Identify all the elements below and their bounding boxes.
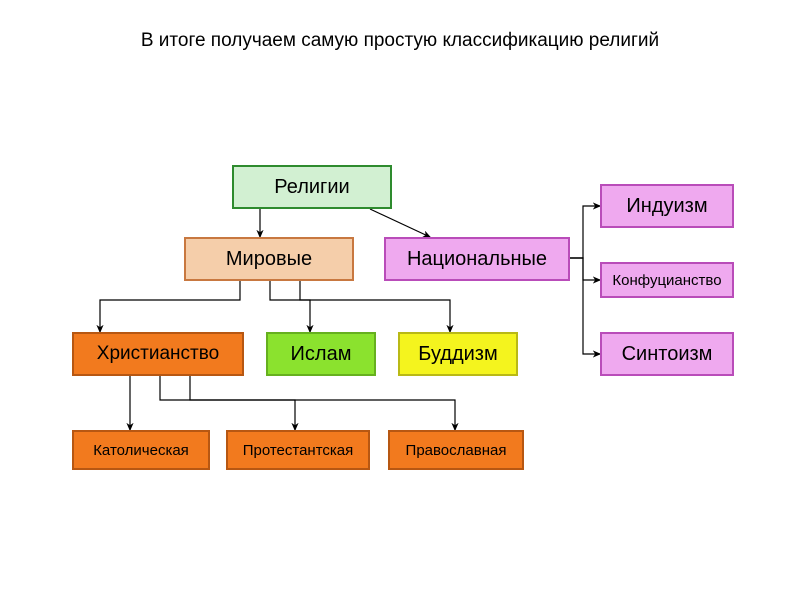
node-nacionalnye: Национальные <box>384 237 570 281</box>
node-induizm: Индуизм <box>600 184 734 228</box>
node-hristianstvo: Христианство <box>72 332 244 376</box>
node-mirovye: Мировые <box>184 237 354 281</box>
edge-2 <box>100 281 240 332</box>
diagram-title: В итоге получаем самую простую классифик… <box>0 30 800 52</box>
node-katolicheskaya: Католическая <box>72 430 210 470</box>
connectors-layer <box>0 0 800 600</box>
node-sintoizm: Синтоизм <box>600 332 734 376</box>
node-religii: Религии <box>232 165 392 209</box>
node-islam: Ислам <box>266 332 376 376</box>
node-buddizm: Буддизм <box>398 332 518 376</box>
node-konfucianstvo: Конфуцианство <box>600 262 734 298</box>
node-pravoslavnaya: Православная <box>388 430 524 470</box>
edge-9 <box>160 376 295 430</box>
node-protestantskaya: Протестантская <box>226 430 370 470</box>
edge-3 <box>270 281 310 332</box>
edge-10 <box>190 376 455 430</box>
edge-6 <box>570 258 600 280</box>
diagram-canvas: В итоге получаем самую простую классифик… <box>0 0 800 600</box>
edge-5 <box>570 206 600 258</box>
edge-7 <box>570 258 600 354</box>
edge-4 <box>300 281 450 332</box>
edge-1 <box>370 209 430 237</box>
